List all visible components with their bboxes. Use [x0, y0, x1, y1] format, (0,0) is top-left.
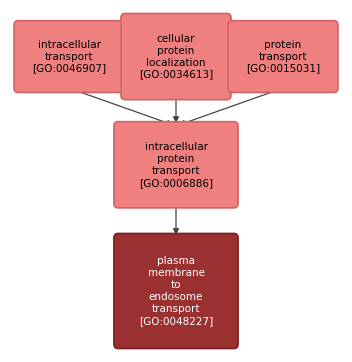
Text: protein
transport
[GO:0015031]: protein transport [GO:0015031]	[246, 39, 320, 73]
FancyBboxPatch shape	[121, 13, 231, 100]
Text: cellular
protein
localization
[GO:0034613]: cellular protein localization [GO:003461…	[139, 34, 213, 80]
FancyBboxPatch shape	[228, 21, 338, 92]
Text: intracellular
transport
[GO:0046907]: intracellular transport [GO:0046907]	[32, 39, 106, 73]
Text: plasma
membrane
to
endosome
transport
[GO:0048227]: plasma membrane to endosome transport [G…	[139, 256, 213, 326]
FancyBboxPatch shape	[114, 233, 238, 349]
Text: intracellular
protein
transport
[GO:0006886]: intracellular protein transport [GO:0006…	[139, 142, 213, 188]
FancyBboxPatch shape	[14, 21, 124, 92]
FancyBboxPatch shape	[114, 122, 238, 208]
